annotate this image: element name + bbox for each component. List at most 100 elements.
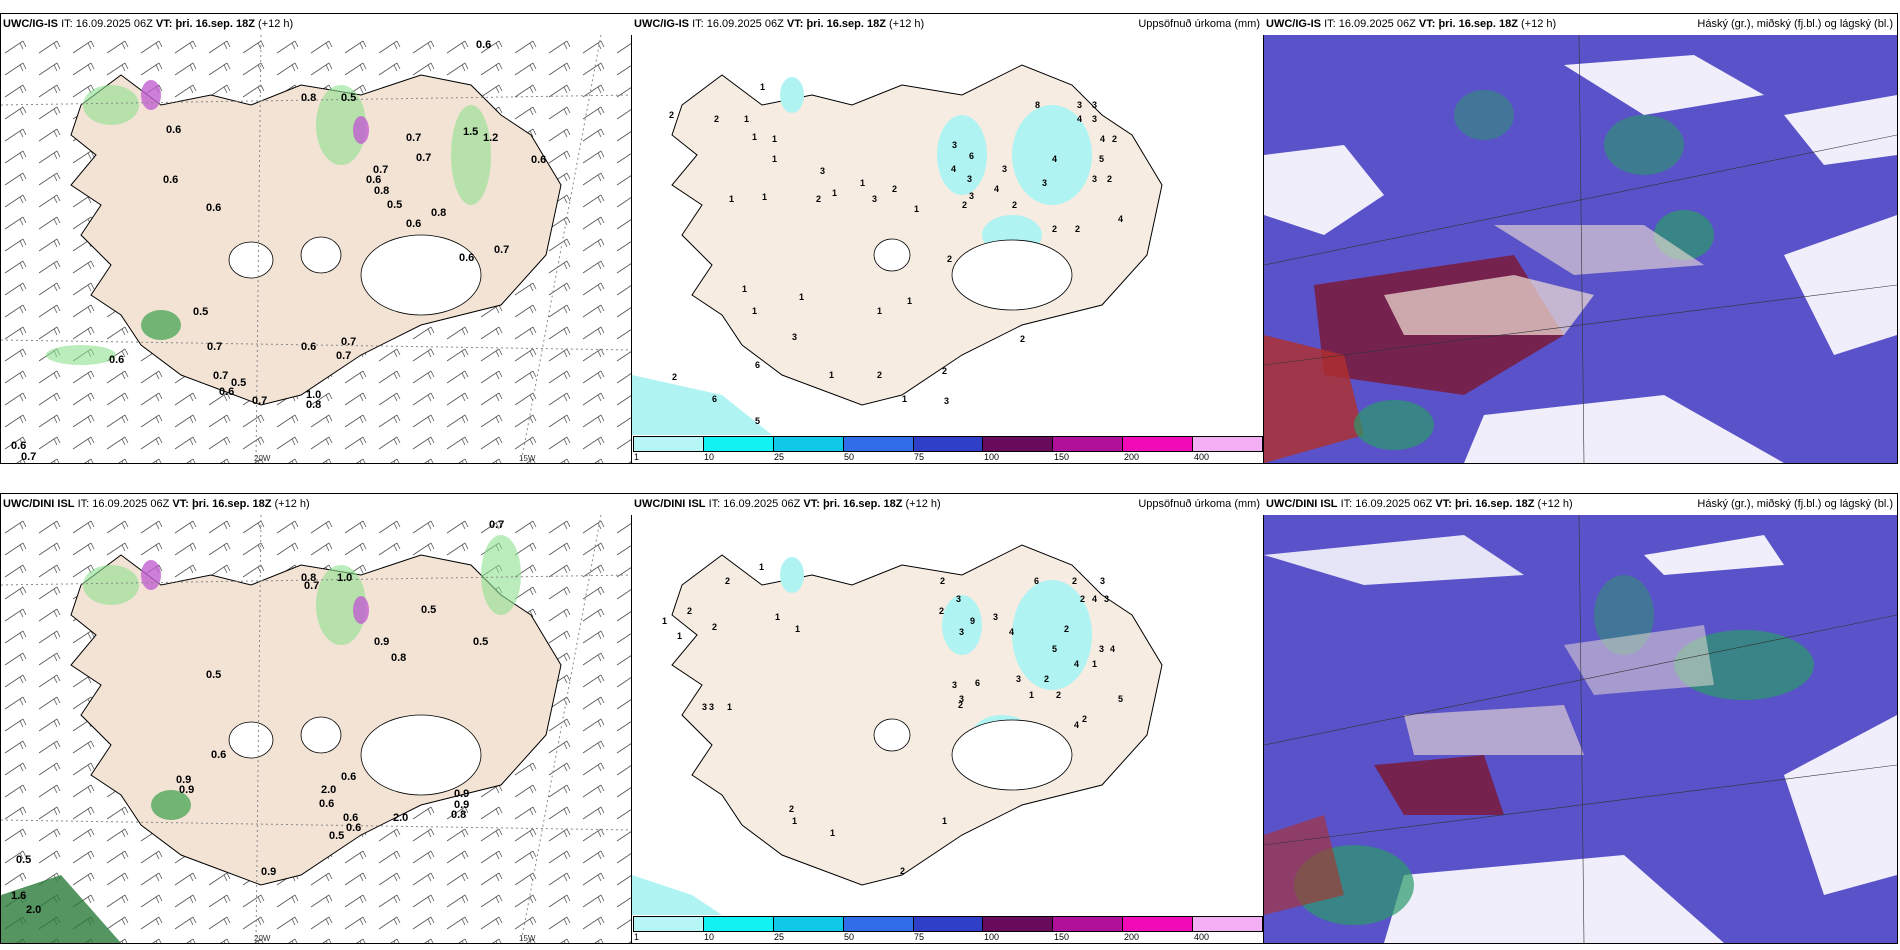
precip-label: 4 bbox=[951, 164, 957, 174]
vt-label: VT: bbox=[803, 498, 820, 510]
wind-panel-row2: UWC/DINI ISL IT: 16.09.2025 06Z VT: þri.… bbox=[0, 493, 633, 944]
wind-label: 0.5 bbox=[341, 92, 357, 104]
vt-label: VT: bbox=[155, 18, 173, 30]
wind-label: 0.9 bbox=[261, 866, 277, 878]
precip-label: 3 bbox=[993, 612, 999, 622]
precip-label: 2 bbox=[1012, 200, 1018, 210]
precip-label: 3 bbox=[952, 680, 958, 690]
wind-label: 0.6 bbox=[346, 822, 362, 834]
precip-label: 3 bbox=[792, 332, 798, 342]
precip-label: 2 bbox=[877, 370, 883, 380]
precip-label: 1 bbox=[729, 194, 735, 204]
precip-title: Uppsöfnuð úrkoma (mm) bbox=[1138, 498, 1260, 510]
precip-label: 6 bbox=[969, 151, 975, 161]
wind-panel-row1: UWC/IG-IS IT: 16.09.2025 06Z VT: þri. 16… bbox=[0, 13, 633, 464]
precip-map bbox=[632, 515, 1264, 915]
wind-label: 0.5 bbox=[329, 830, 345, 842]
colorbar-swatch bbox=[634, 437, 704, 451]
colorbar-label: 25 bbox=[774, 452, 785, 462]
wind-label: 0.6 bbox=[166, 124, 182, 136]
wind-label: 0.9 bbox=[454, 799, 470, 811]
colorbar-label: 200 bbox=[1124, 932, 1140, 942]
precip-label: 2 bbox=[725, 576, 731, 586]
wind-label: 0.6 bbox=[301, 341, 317, 353]
precip-label: 1 bbox=[914, 204, 920, 214]
wind-label: 1.0 bbox=[337, 572, 353, 584]
wind-label: 0.6 bbox=[11, 440, 27, 452]
precip-label: 4 bbox=[1077, 114, 1083, 124]
wind-label: 0.8 bbox=[301, 92, 317, 104]
wind-label: 0.6 bbox=[163, 174, 179, 186]
lead-time: (+12 h) bbox=[905, 498, 941, 510]
precip-label: 2 bbox=[940, 576, 946, 586]
lon-15w-label: 15W bbox=[519, 934, 536, 943]
wind-label: 0.7 bbox=[252, 395, 268, 407]
colorbar-swatches bbox=[633, 916, 1263, 932]
precip-label: 1 bbox=[752, 306, 758, 316]
model-name: UWC/IG-IS bbox=[3, 18, 58, 30]
precip-label: 2 bbox=[1044, 674, 1050, 684]
colorbar-labels: 1 10 25 50 75 100 150 200 400 bbox=[633, 932, 1263, 942]
lead-time: (+12 h) bbox=[1521, 18, 1557, 30]
colorbar-label: 1 bbox=[634, 932, 640, 942]
precip-label: 9 bbox=[970, 616, 976, 626]
wind-map bbox=[1, 35, 632, 463]
wind-label: 0.5 bbox=[421, 604, 437, 616]
lead-time: (+12 h) bbox=[258, 18, 294, 30]
colorbar-swatch bbox=[983, 917, 1054, 931]
vt-value: þri. 16.sep. 18Z bbox=[191, 498, 272, 510]
panel-header: UWC/DINI ISL IT: 16.09.2025 06Z VT: þri.… bbox=[1264, 494, 1897, 515]
colorbar-label: 100 bbox=[984, 932, 1000, 942]
lead-time: (+12 h) bbox=[274, 498, 310, 510]
wind-label: 0.6 bbox=[459, 252, 475, 264]
precip-label: 2 bbox=[687, 606, 693, 616]
colorbar-label: 150 bbox=[1054, 452, 1070, 462]
wind-label: 0.7 bbox=[489, 519, 505, 531]
wind-label: 0.7 bbox=[341, 336, 357, 348]
precip-label: 2 bbox=[1072, 576, 1078, 586]
colorbar-swatch bbox=[843, 437, 914, 451]
precip-label: 1 bbox=[662, 616, 668, 626]
vt-value: þri. 16.sep. 18Z bbox=[806, 18, 886, 30]
wind-map bbox=[1, 515, 632, 943]
precip-label: 4 bbox=[1100, 134, 1106, 144]
wind-label: 0.8 bbox=[391, 652, 407, 664]
precip-label: 1 bbox=[1029, 690, 1035, 700]
precip-label: 3 bbox=[944, 396, 950, 406]
model-name: UWC/DINI ISL bbox=[3, 498, 75, 510]
precip-label: 3 bbox=[952, 140, 958, 150]
precip-label: 2 bbox=[962, 200, 968, 210]
wind-label: 0.6 bbox=[219, 386, 235, 398]
wind-label: 0.7 bbox=[373, 164, 389, 176]
precip-label: 1 bbox=[677, 631, 683, 641]
colorbar-swatch bbox=[1193, 437, 1263, 451]
lon-15w-label: 15W bbox=[519, 454, 536, 463]
precip-label: 3 bbox=[1100, 576, 1106, 586]
wind-label: 0.7 bbox=[336, 350, 352, 362]
wind-label: 0.6 bbox=[341, 771, 357, 783]
precip-label: 3 bbox=[872, 194, 878, 204]
precip-label: 2 bbox=[672, 372, 678, 382]
precip-label: 6 bbox=[1034, 576, 1040, 586]
panel-header: UWC/DINI ISL IT: 16.09.2025 06Z VT: þri.… bbox=[632, 494, 1264, 515]
it-value: 16.09.2025 06Z bbox=[723, 498, 801, 510]
wind-label: 0.6 bbox=[406, 218, 422, 230]
model-name: UWC/DINI ISL bbox=[1266, 498, 1338, 510]
precip-label: 2 bbox=[669, 110, 675, 120]
precip-label: 2 bbox=[816, 194, 822, 204]
cloud-panel-row1: UWC/IG-IS IT: 16.09.2025 06Z VT: þri. 16… bbox=[1263, 13, 1898, 464]
colorbar-label: 400 bbox=[1194, 932, 1210, 942]
it-label: IT: bbox=[1324, 18, 1336, 30]
precip-label: 1 bbox=[742, 284, 748, 294]
precip-label: 1 bbox=[860, 178, 866, 188]
precip-label: 1 bbox=[752, 132, 758, 142]
panel-header: UWC/DINI ISL IT: 16.09.2025 06Z VT: þri.… bbox=[1, 494, 632, 515]
precip-label: 1 bbox=[744, 114, 750, 124]
precip-label: 3 bbox=[967, 174, 973, 184]
vt-label: VT: bbox=[172, 498, 189, 510]
wind-label: 0.6 bbox=[476, 39, 492, 51]
precip-label: 1 bbox=[772, 154, 778, 164]
precip-label: 2 bbox=[1080, 594, 1086, 604]
precip-label: 1 bbox=[760, 82, 766, 92]
wind-label: 0.7 bbox=[304, 580, 320, 592]
